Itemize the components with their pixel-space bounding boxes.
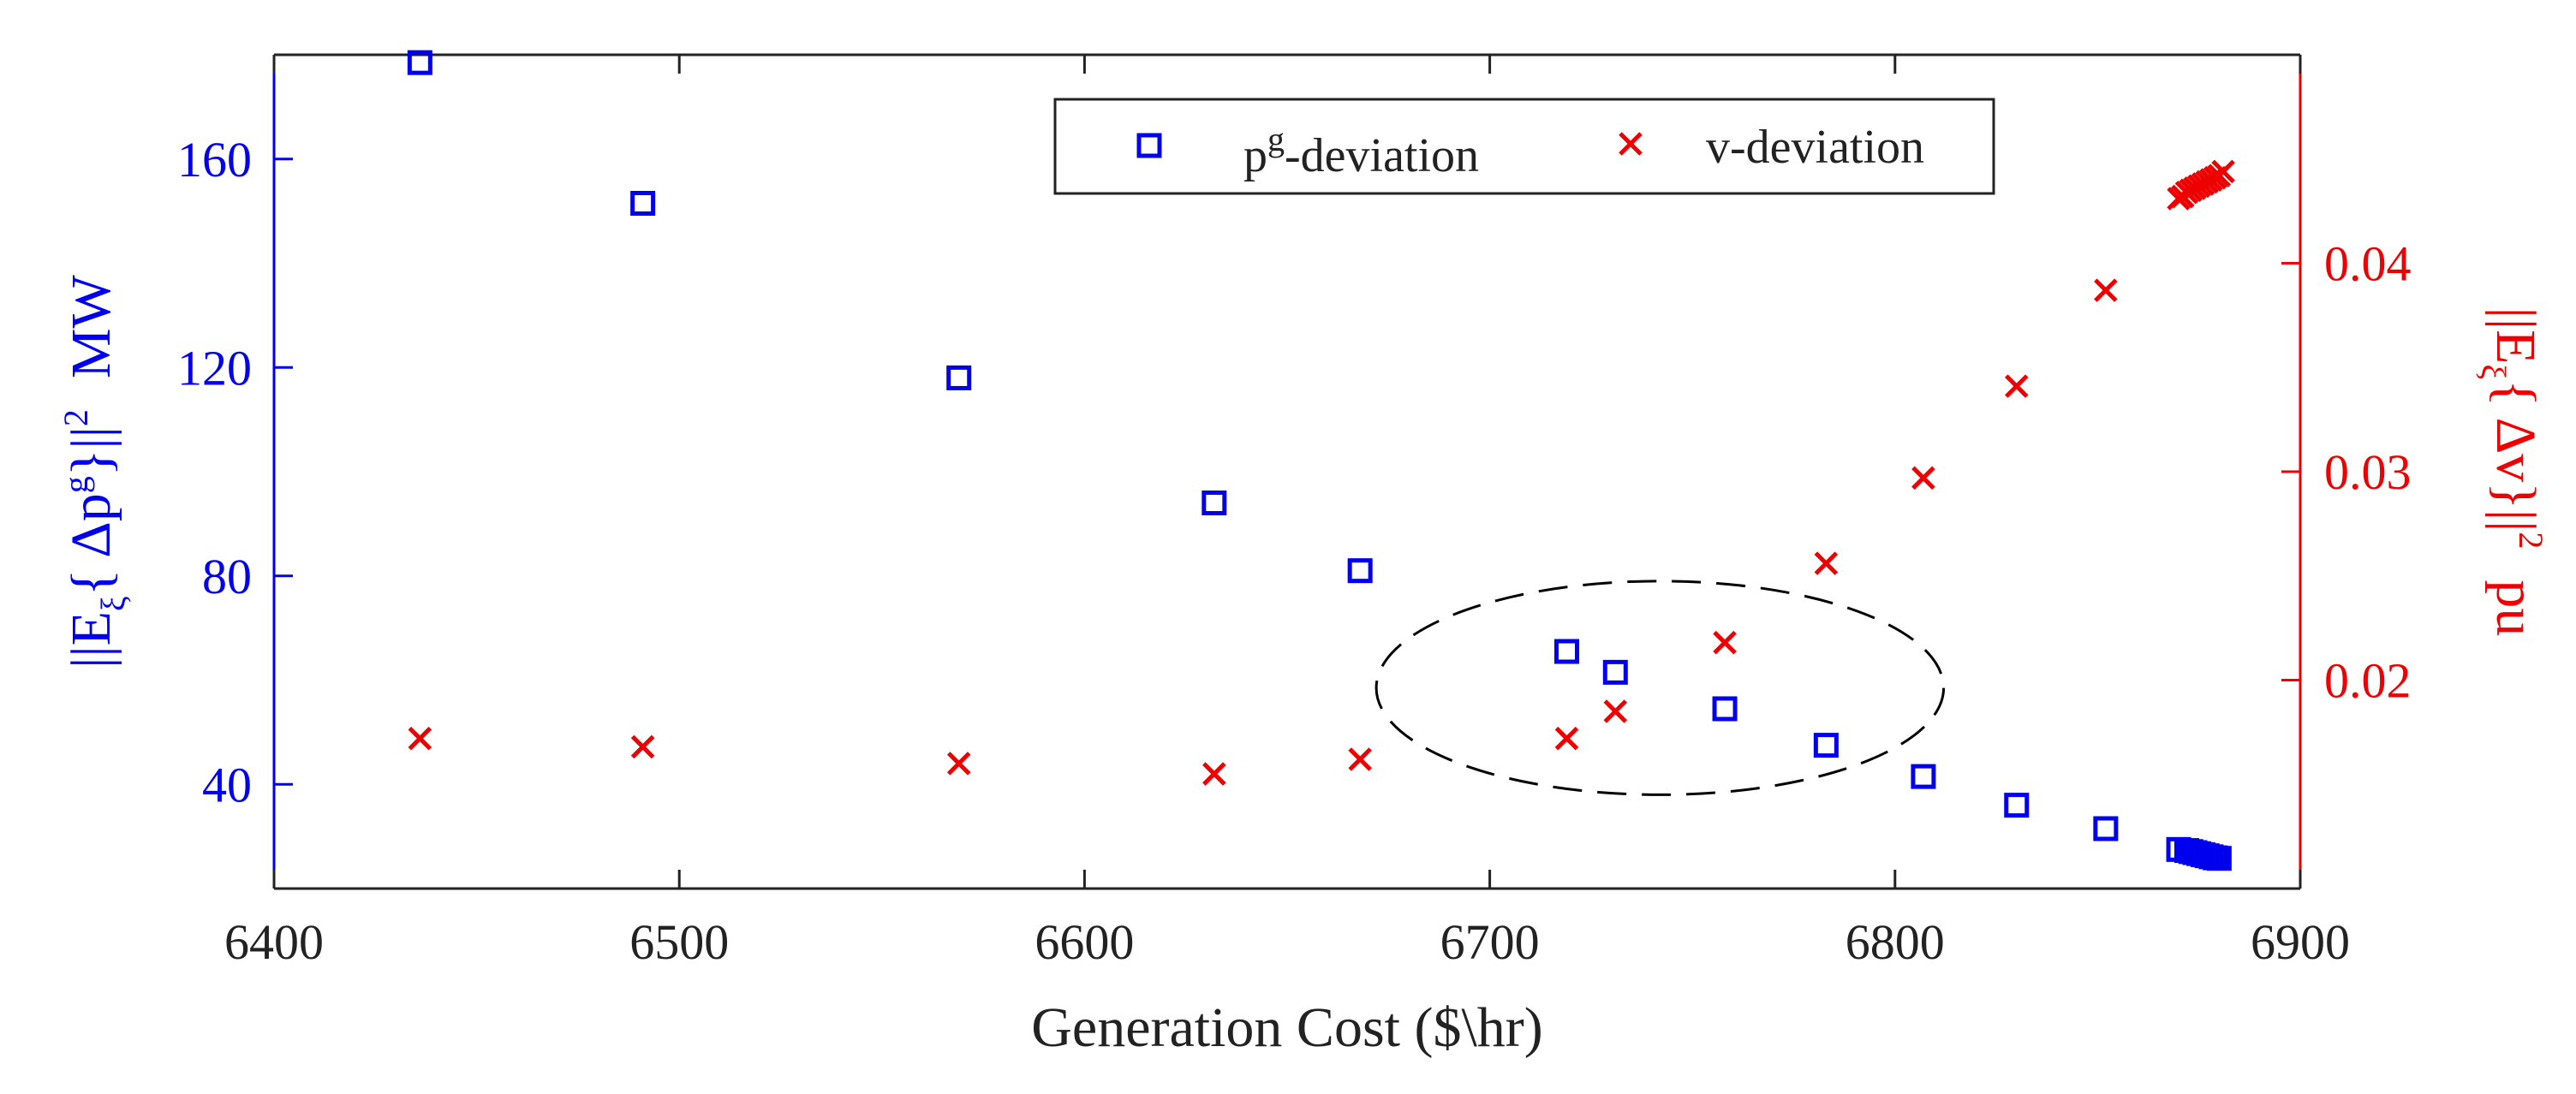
- v-deviation-point: [1202, 762, 1226, 786]
- pg-deviation-point: [1347, 558, 1373, 584]
- v-deviation-point: [1713, 630, 1737, 655]
- legend: pg-deviation v-deviation: [1053, 98, 1995, 195]
- v-deviation-point: [1603, 699, 1628, 723]
- y-left-label-unit: MW: [60, 274, 122, 378]
- y-left-tick-label: 120: [177, 340, 252, 395]
- pg-deviation-point: [407, 50, 432, 75]
- v-deviation-point: [946, 752, 971, 776]
- x-tick-label: 6900: [2251, 914, 2350, 970]
- v-deviation-point: [1554, 726, 1579, 751]
- y-left-label-power: 2: [57, 409, 95, 426]
- pg-deviation-point: [1202, 491, 1227, 516]
- y-axis-right-label: ||Eξ{ Δv}||2 pu: [2474, 307, 2550, 637]
- y-left-label-prefix: ||E: [60, 611, 122, 669]
- y-left-label-brace-open: { Δp: [60, 493, 122, 596]
- v-deviation-point: [2094, 278, 2118, 302]
- y-left-label-subscript: ξ: [94, 596, 133, 611]
- legend-pg-label: pg-deviation: [1243, 120, 1479, 182]
- x-tick-label: 6600: [1035, 914, 1134, 970]
- v-deviation-point: [408, 726, 432, 751]
- y-left-label-brace-close: }||: [60, 426, 122, 476]
- axis-labels: Generation Cost ($\hr) ||Eξ{ Δpg}||2MW |…: [57, 274, 2550, 1059]
- y-right-label-power: 2: [2512, 532, 2550, 549]
- pg-deviation-point: [946, 365, 972, 390]
- legend-v-marker: [1619, 132, 1643, 156]
- pg-deviation-point: [2004, 793, 2030, 818]
- pg-deviation-point: [1602, 659, 1628, 685]
- v-deviation-point: [1911, 466, 1935, 491]
- v-deviation-point: [1348, 747, 1372, 771]
- legend-pg-rest: -deviation: [1285, 129, 1479, 182]
- x-tick-label: 6800: [1846, 914, 1945, 970]
- pg-deviation-point: [2093, 816, 2119, 841]
- v-deviation-point: [630, 734, 655, 759]
- v-deviation-point: [2211, 159, 2235, 184]
- y-left-label-superscript: g: [57, 476, 95, 493]
- y-right-tick-label: 0.03: [2324, 444, 2412, 500]
- legend-pg-sup: g: [1267, 120, 1285, 158]
- v-deviation-point: [2004, 374, 2029, 398]
- tick-layer: 6400 6500 6600 6700 6800 6900 40 80 120 160 0.02 0.…: [177, 55, 2412, 970]
- y-right-tick-label: 0.02: [2324, 653, 2412, 709]
- legend-pg-marker: [1136, 133, 1162, 158]
- y-right-label-unit: pu: [2484, 580, 2547, 636]
- pg-deviation-point: [1813, 733, 1839, 758]
- pg-deviation-point: [1911, 764, 1936, 789]
- x-tick-label: 6700: [1440, 914, 1540, 970]
- x-tick-label: 6400: [224, 914, 324, 970]
- pg-deviation-point: [1712, 696, 1738, 722]
- y-right-tick-label: 0.04: [2324, 236, 2412, 292]
- plot-area: [272, 50, 2302, 890]
- y-right-label-prefix: ||E: [2484, 307, 2547, 365]
- legend-v-label: v-deviation: [1706, 121, 1924, 174]
- y-axis-left-label: ||Eξ{ Δpg}||2 MW: [57, 274, 133, 668]
- v-deviation-point: [1814, 551, 1839, 575]
- pg-deviation-point: [1554, 639, 1580, 664]
- y-left-tick-label: 40: [202, 757, 252, 812]
- y-left-tick-label: 160: [177, 132, 252, 187]
- x-axis-label: Generation Cost ($\hr): [1031, 996, 1543, 1059]
- x-tick-label: 6500: [629, 914, 729, 970]
- pg-deviation-point: [630, 190, 656, 216]
- y-right-label-subscript: ξ: [2474, 364, 2513, 379]
- y-left-tick-label: 80: [202, 549, 252, 604]
- y-right-label-body: { Δv}||: [2484, 379, 2547, 532]
- legend-box: [1053, 98, 1995, 195]
- pg-deviation-point: [2206, 846, 2232, 871]
- dashed-ellipse-annotation: [1374, 580, 1946, 796]
- legend-pg-main: p: [1243, 129, 1267, 182]
